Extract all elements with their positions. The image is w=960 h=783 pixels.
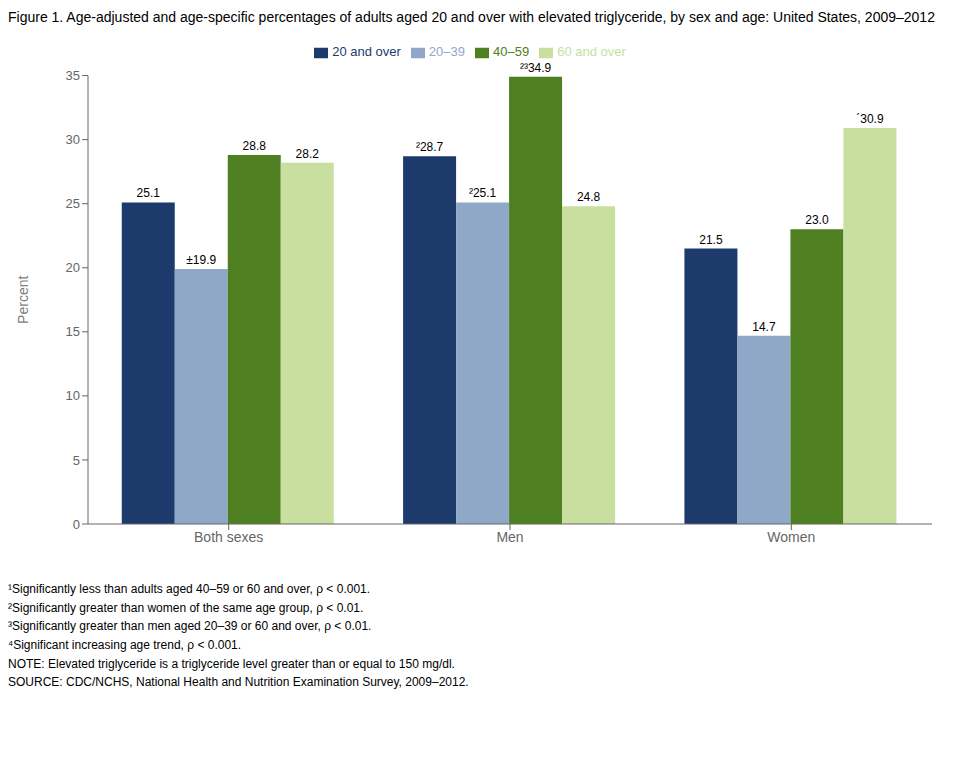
svg-text:20: 20 [66,261,80,276]
svg-text:25: 25 [66,196,80,211]
svg-text:²28.7: ²28.7 [416,140,444,154]
svg-text:Percent: Percent [15,276,31,324]
svg-text:25.1: 25.1 [137,187,161,201]
svg-text:21.5: 21.5 [699,233,723,247]
html-text:⁴Significant increasing age tr: ⁴Significant increasing age trend, ρ < 0… [8,638,242,652]
svg-text:15: 15 [66,325,80,340]
html-text:40–59: 40–59 [493,44,530,60]
svg-text:²³34.9: ²³34.9 [520,61,552,75]
svg-text:0: 0 [73,517,80,532]
svg-text:30: 30 [66,132,80,147]
html-text:Figure 1. Age-adjusted and age: Figure 1. Age-adjusted and age-specific … [8,9,935,25]
html-text:20–39: 20–39 [428,44,465,60]
svg-text:23.0: 23.0 [805,214,829,228]
html-text:20 and over: 20 and over [332,44,401,60]
html-text:60 and over: 60 and over [557,44,626,60]
svg-text:28.8: 28.8 [243,139,267,153]
html-text:³Significantly greater than me: ³Significantly greater than men aged 20–… [8,619,372,634]
svg-text:Men: Men [496,529,523,545]
svg-text:10: 10 [66,389,80,404]
html-text:²Significantly greater than wo: ²Significantly greater than women of the… [8,600,364,615]
html-text:SOURCE: CDC/NCHS, National Hea: SOURCE: CDC/NCHS, National Health and Nu… [8,675,469,690]
svg-text:5: 5 [73,453,80,468]
svg-text:28.2: 28.2 [296,147,320,161]
svg-text:Women: Women [767,529,815,545]
html-text:NOTE: Elevated triglyceride is: NOTE: Elevated triglyceride is a triglyc… [8,656,455,671]
svg-text:±19.9: ±19.9 [186,253,216,267]
html-text:¹Significantly less than adult: ¹Significantly less than adults aged 40–… [8,582,371,597]
svg-text:24.8: 24.8 [577,190,601,204]
svg-text:´30.9: ´30.9 [856,112,884,126]
svg-text:35: 35 [66,68,80,83]
svg-text:²25.1: ²25.1 [469,187,497,201]
svg-text:14.7: 14.7 [752,320,776,334]
svg-text:Both sexes: Both sexes [194,529,263,545]
